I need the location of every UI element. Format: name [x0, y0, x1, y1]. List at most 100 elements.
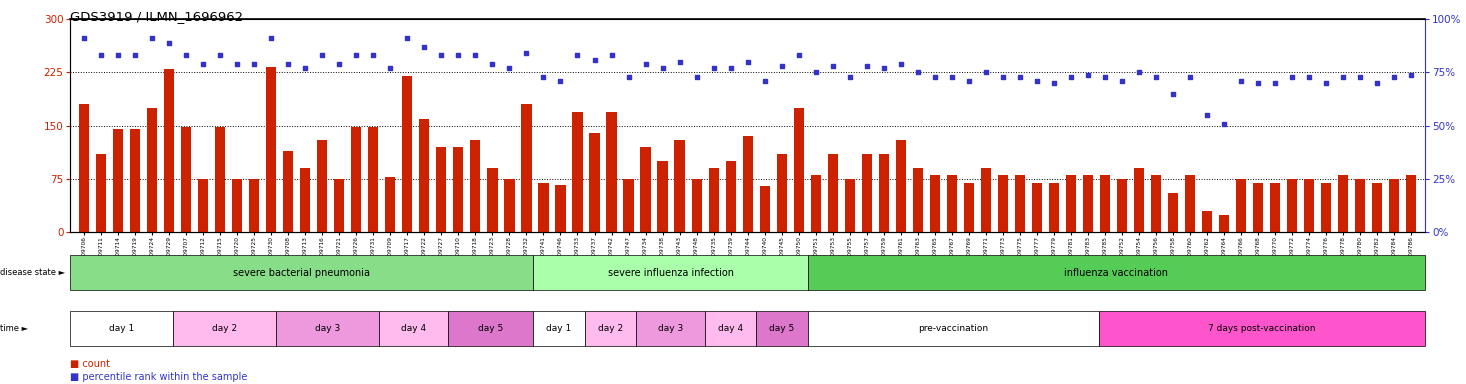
Point — [497, 65, 520, 71]
Bar — [447, 311, 534, 346]
Bar — [173, 311, 276, 346]
Bar — [198, 179, 208, 232]
Point — [754, 78, 777, 84]
Text: pre-vaccination: pre-vaccination — [918, 324, 988, 333]
Bar — [334, 179, 345, 232]
Bar — [756, 311, 808, 346]
Bar — [998, 175, 1009, 232]
Bar — [504, 179, 515, 232]
Point — [1195, 112, 1218, 118]
Point — [940, 74, 963, 80]
Bar — [534, 311, 585, 346]
Point — [548, 78, 572, 84]
Bar — [1083, 175, 1094, 232]
Bar — [301, 169, 311, 232]
Point — [1110, 78, 1133, 84]
Point — [617, 74, 641, 80]
Point — [1179, 74, 1202, 80]
Point — [412, 44, 435, 50]
Point — [72, 35, 95, 41]
Point — [1400, 71, 1423, 78]
Point — [1365, 80, 1388, 86]
Bar — [79, 104, 89, 232]
Text: day 3: day 3 — [658, 324, 683, 333]
Point — [633, 61, 657, 67]
Bar — [522, 104, 532, 232]
Bar — [70, 255, 534, 290]
Text: day 2: day 2 — [213, 324, 237, 333]
Bar — [623, 179, 633, 232]
Point — [685, 74, 708, 80]
Point — [1145, 74, 1168, 80]
Bar — [862, 154, 872, 232]
Bar — [636, 311, 705, 346]
Bar — [113, 129, 123, 232]
Bar — [607, 112, 617, 232]
Text: day 3: day 3 — [315, 324, 340, 333]
Bar — [1117, 179, 1127, 232]
Point — [1280, 74, 1303, 80]
Bar — [147, 108, 157, 232]
Bar — [487, 169, 497, 232]
Bar — [808, 255, 1425, 290]
Bar — [1338, 175, 1349, 232]
Point — [1230, 78, 1253, 84]
Bar — [1135, 169, 1143, 232]
Point — [192, 61, 216, 67]
Bar — [453, 147, 463, 232]
Bar — [556, 185, 566, 232]
Point — [463, 52, 487, 58]
Point — [1297, 74, 1321, 80]
Point — [327, 61, 350, 67]
Bar — [70, 311, 173, 346]
Point — [1349, 74, 1372, 80]
Text: day 4: day 4 — [400, 324, 425, 333]
Point — [888, 61, 912, 67]
Bar — [726, 161, 736, 232]
Bar — [130, 129, 141, 232]
Bar — [913, 169, 924, 232]
Point — [668, 59, 692, 65]
Text: day 5: day 5 — [478, 324, 503, 333]
Point — [430, 52, 453, 58]
Text: ■ count: ■ count — [70, 359, 110, 369]
Point — [839, 74, 862, 80]
Text: severe bacterial pneumonia: severe bacterial pneumonia — [233, 268, 371, 278]
Bar — [95, 154, 106, 232]
Text: severe influenza infection: severe influenza infection — [607, 268, 733, 278]
Point — [924, 74, 947, 80]
Text: ■ percentile rank within the sample: ■ percentile rank within the sample — [70, 372, 248, 382]
Bar — [589, 133, 600, 232]
Point — [803, 70, 827, 76]
Bar — [1287, 179, 1297, 232]
Bar — [437, 147, 447, 232]
Bar — [352, 127, 361, 232]
Point — [718, 65, 742, 71]
Point — [1246, 80, 1270, 86]
Point — [1009, 74, 1032, 80]
Bar — [1220, 215, 1230, 232]
Point — [566, 52, 589, 58]
Bar — [380, 311, 447, 346]
Point — [447, 52, 471, 58]
Bar — [1100, 311, 1425, 346]
Bar — [878, 154, 888, 232]
Bar — [1185, 175, 1195, 232]
Point — [1161, 91, 1185, 97]
Bar — [471, 140, 481, 232]
Bar — [759, 186, 770, 232]
Point — [259, 35, 283, 41]
Bar — [793, 108, 803, 232]
Point — [242, 61, 265, 67]
Bar — [232, 179, 242, 232]
Bar — [828, 154, 839, 232]
Point — [532, 74, 556, 80]
Point — [583, 56, 607, 63]
Text: GDS3919 / ILMN_1696962: GDS3919 / ILMN_1696962 — [70, 10, 243, 23]
Bar — [572, 112, 582, 232]
Bar — [1202, 211, 1212, 232]
Bar — [1168, 193, 1179, 232]
Point — [1127, 70, 1151, 76]
Point — [345, 52, 368, 58]
Bar — [538, 183, 548, 232]
